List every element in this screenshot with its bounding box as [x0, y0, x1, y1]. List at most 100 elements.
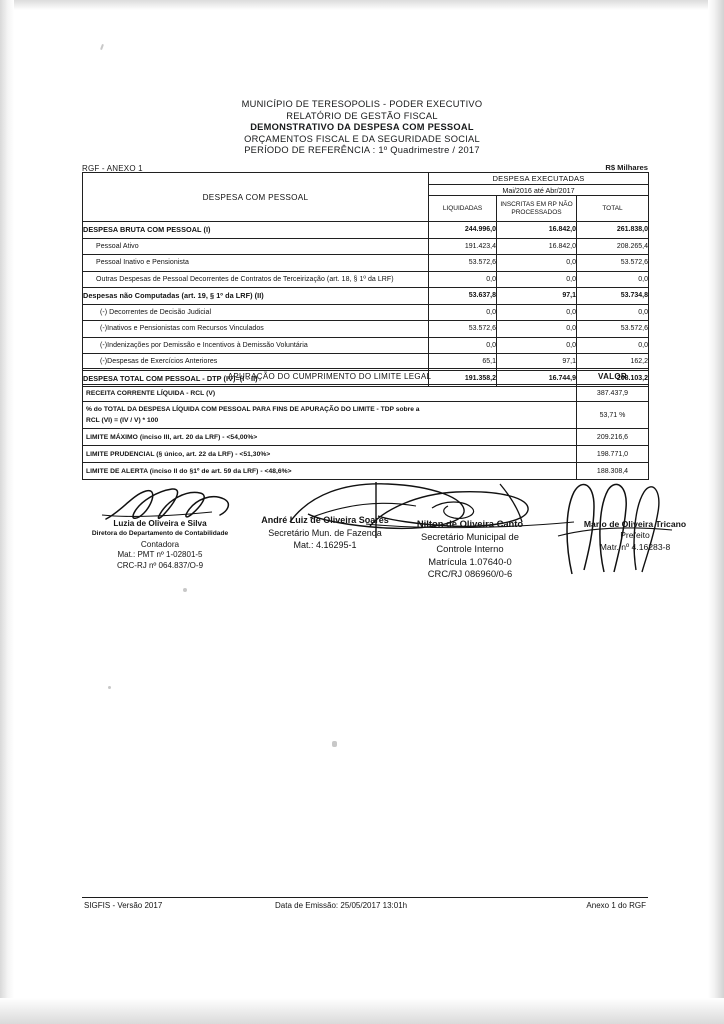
limit-label: % do TOTAL DA DESPESA LÍQUIDA COM PESSOA…: [82, 401, 577, 429]
cell-total: 0,0: [576, 303, 649, 321]
signature-role-line1: Secretário Mun. de Fazenda: [268, 527, 382, 538]
header-line-report: RELATÓRIO DE GESTÃO FISCAL: [286, 110, 438, 121]
cell-liquidadas: 53.637,8: [428, 287, 497, 305]
legal-limit-table: APURAÇÃO DO CUMPRIMENTO DO LIMITE LEGAL …: [82, 368, 649, 480]
cell-inscritas: 0,0: [496, 320, 577, 338]
table-row: (-) Decorrentes de Decisão Judicial 0,0 0,…: [82, 303, 649, 321]
cell-liquidadas: 53.572,6: [428, 320, 497, 338]
footer-issue-date: Data de Emissão: 25/05/2017 13:01h: [275, 901, 408, 910]
scan-speck: [183, 588, 187, 592]
cell-inscritas: 97,1: [496, 287, 577, 305]
signature-name: André Luiz de Oliveira Soares: [261, 515, 389, 525]
row-label: (-)Inativos e Pensionistas com Recursos …: [82, 320, 429, 338]
limit-row: % do TOTAL DA DESPESA LÍQUIDA COM PESSOA…: [82, 401, 649, 429]
limit-value: 198.771,0: [576, 445, 649, 463]
table-row: (-)Inativos e Pensionistas com Recursos …: [82, 320, 649, 338]
row-label: (-)Indenizações por Demissão e Incentivo…: [82, 336, 429, 354]
limit-label: LIMITE PRUDENCIAL (§ único, art. 22 da L…: [82, 445, 577, 463]
signature-name: Mario de Oliveira Tricano: [583, 519, 687, 529]
limit-label: RECEITA CORRENTE LÍQUIDA - RCL (V): [82, 384, 577, 402]
cell-total: 0,0: [576, 270, 649, 288]
signature-role-line2: Controle Interno: [436, 543, 504, 555]
cell-inscritas: 0,0: [496, 303, 577, 321]
cell-inscritas: 0,0: [496, 270, 577, 288]
limit-label-line1: LIMITE PRUDENCIAL (§ único, art. 22 da L…: [86, 450, 271, 458]
cell-inscritas: 0,0: [496, 336, 577, 354]
limit-label-line1: RECEITA CORRENTE LÍQUIDA - RCL (V): [86, 389, 216, 397]
limit-label: LIMITE DE ALERTA (inciso II do §1º de ar…: [82, 462, 577, 480]
signature-block-mayor: Mario de Oliveira Tricano Prefeito Matr.…: [550, 519, 720, 553]
cell-inscritas: 16.842,0: [496, 221, 577, 239]
cell-liquidadas: 191.423,4: [428, 237, 497, 255]
table-row: DESPESA BRUTA COM PESSOAL (I) 244.996,0 16…: [82, 221, 649, 239]
scan-shadow-top: [0, 0, 724, 10]
row-label: (-) Decorrentes de Decisão Judicial: [82, 303, 429, 321]
limit-row: LIMITE PRUDENCIAL (§ único, art. 22 da L…: [82, 445, 649, 463]
cell-total: 0,0: [576, 336, 649, 354]
row-label: Outras Despesas de Pessoal Decorrentes d…: [82, 270, 429, 288]
cell-liquidadas: 244.996,0: [428, 221, 497, 239]
cell-inscritas: 16.842,0: [496, 237, 577, 255]
limit-label-line1: % do TOTAL DA DESPESA LÍQUIDA COM PESSOA…: [86, 406, 420, 413]
row-label: Pessoal Ativo: [82, 237, 429, 255]
signature-registration-1: Mat.: 4.16295-1: [293, 540, 357, 551]
footer-system-version: SIGFIS - Versão 2017: [84, 901, 163, 910]
signature-registration-2: CRC/RJ 086960/0-6: [427, 568, 513, 580]
column-header-total: TOTAL: [576, 195, 649, 222]
column-header-liquidadas: LIQUIDADAS: [428, 195, 497, 222]
limit-value: 53,71 %: [576, 401, 649, 429]
row-label: Pessoal Inativo e Pensionista: [82, 254, 429, 272]
table-row: Pessoal Inativo e Pensionista 53.572,6 0,0…: [82, 254, 649, 272]
rgf-annex-label: RGF - ANEXO 1: [82, 164, 143, 173]
scan-shadow-bottom: [0, 998, 724, 1024]
header-line-demonstrative: DEMONSTRATIVO DA DESPESA COM PESSOAL: [250, 122, 474, 133]
table-row: Outras Despesas de Pessoal Decorrentes d…: [82, 270, 649, 288]
scan-speck: [100, 43, 104, 51]
signature-name: Luzia de Oliveira e Silva: [113, 519, 207, 528]
limit-value: 209.216,6: [576, 428, 649, 446]
cell-total: 53.734,8: [576, 287, 649, 305]
cell-inscritas: 0,0: [496, 254, 577, 272]
column-group-executed: DESPESA EXECUTADAS: [428, 172, 649, 185]
signature-registration-1: Mat.: PMT nº 1-02801-5: [117, 550, 203, 560]
limit-label-line1: LIMITE DE ALERTA (inciso II do §1º de ar…: [86, 467, 292, 475]
table-row: Pessoal Ativo 191.423,4 16.842,0 208.265,4: [82, 237, 649, 255]
row-label: DESPESA BRUTA COM PESSOAL (I): [82, 221, 429, 239]
limit-table-value-header: VALOR: [576, 368, 649, 385]
document-footer: SIGFIS - Versão 2017 Data de Emissão: 25…: [82, 897, 648, 914]
currency-unit-label: R$ Milhares: [605, 163, 648, 172]
scan-speck: [332, 741, 337, 747]
cell-total: 208.265,4: [576, 237, 649, 255]
limit-value: 188.308,4: [576, 462, 649, 480]
cell-liquidadas: 0,0: [428, 336, 497, 354]
signature-block-finance-secretary: André Luiz de Oliveira Soares Secretário…: [230, 514, 420, 552]
limit-table-body: APURAÇÃO DO CUMPRIMENTO DO LIMITE LEGAL …: [82, 368, 649, 480]
header-line-period: PERÍODO DE REFERÊNCIA : 1º Quadrimestre …: [244, 145, 480, 156]
column-header-expense: DESPESA COM PESSOAL: [82, 172, 429, 222]
cell-liquidadas: 53.572,6: [428, 254, 497, 272]
cell-liquidadas: 0,0: [428, 303, 497, 321]
signature-role-line1: Diretora do Departamento de Contabilidad…: [91, 530, 229, 538]
header-line-municipality: MUNICÍPIO DE TERESOPOLIS - PODER EXECUTI…: [241, 99, 483, 109]
limit-value: 387.437,9: [576, 384, 649, 402]
signature-block-internal-control: Nilton de Oliveira Canto Secretário Muni…: [370, 518, 570, 581]
table-row: (-)Indenizações por Demissão e Incentivo…: [82, 336, 649, 354]
signature-registration-1: Matrícula 1.07640-0: [428, 555, 512, 567]
signature-registration-1: Matr. nº 4.16283-8: [599, 541, 671, 552]
column-header-inscritas-rp: INSCRITAS EM RP NÃO PROCESSADOS: [496, 195, 577, 222]
signature-name: Nilton de Oliveira Canto: [416, 518, 524, 529]
limit-label-line1: LIMITE MÁXIMO (inciso III, art. 20 da LR…: [86, 433, 258, 441]
signature-registration-2: CRC-RJ nº 064.837/O-9: [116, 560, 204, 570]
limit-row: RECEITA CORRENTE LÍQUIDA - RCL (V) 387.43…: [82, 384, 649, 402]
limit-table-title: APURAÇÃO DO CUMPRIMENTO DO LIMITE LEGAL: [82, 368, 577, 385]
header-line-budgets: ORÇAMENTOS FISCAL E DA SEGURIDADE SOCIAL: [244, 133, 480, 144]
cell-liquidadas: 0,0: [428, 270, 497, 288]
signature-role-line1: Secretário Municipal de: [421, 530, 519, 542]
cell-total: 261.838,0: [576, 221, 649, 239]
scan-speck: [108, 686, 111, 689]
limit-row: LIMITE MÁXIMO (inciso III, art. 20 da LR…: [82, 428, 649, 446]
expense-table-body: DESPESA BRUTA COM PESSOAL (I) 244.996,0 16…: [82, 221, 649, 387]
cell-total: 53.572,6: [576, 254, 649, 272]
limit-row: LIMITE DE ALERTA (inciso II do §1º de ar…: [82, 462, 649, 480]
row-label: Despesas não Computadas (art. 19, § 1º d…: [82, 287, 429, 305]
